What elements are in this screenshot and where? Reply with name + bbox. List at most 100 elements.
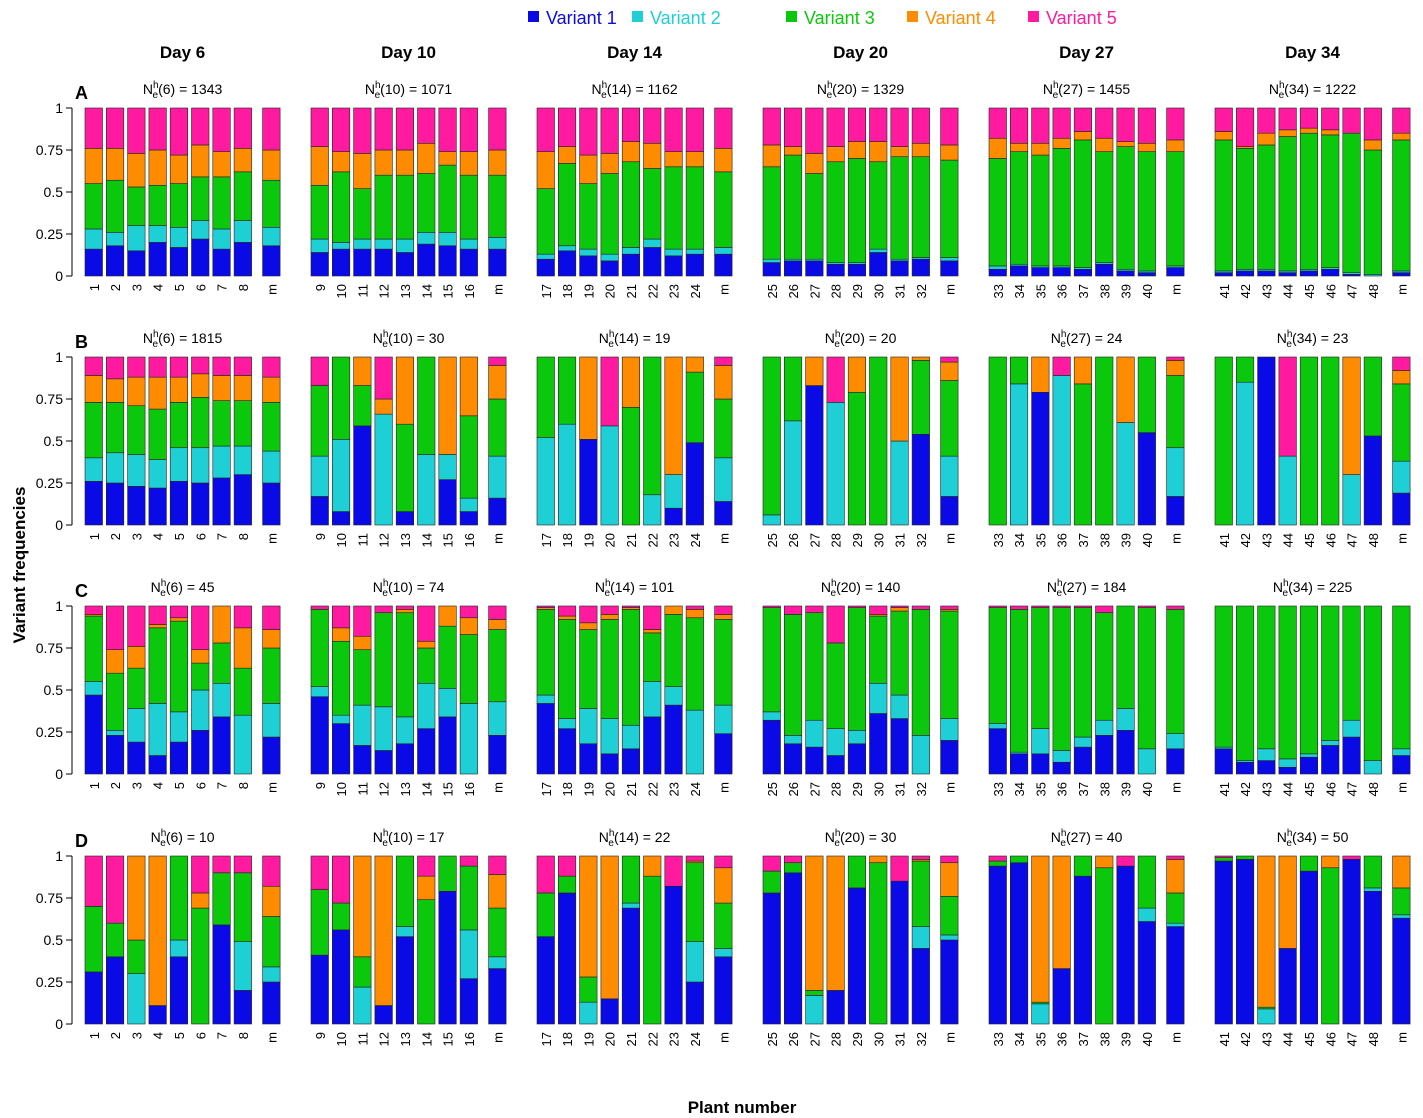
bar-B-plant29-variant4 <box>847 356 867 393</box>
bar-D-plant38-variant4 <box>1095 855 1114 869</box>
bar-A-plant11-variant3 <box>353 188 372 240</box>
bar-C-plant33-variant5 <box>988 605 1007 608</box>
x-tick-label-C-mean-day34: m <box>1394 782 1409 793</box>
bar-D-plant6-variant4 <box>191 892 210 909</box>
x-tick-label-B-plant24: 24 <box>688 533 703 547</box>
bar-D-plant32-variant2 <box>911 926 930 949</box>
bar-B-plant7-variant4 <box>212 375 231 401</box>
bar-C-mean-day14-variant3 <box>714 619 733 706</box>
bar-D-plant12-variant4 <box>374 855 393 1006</box>
bar-D-plant48-variant1 <box>1363 890 1382 1025</box>
bar-A-plant45-variant5 <box>1299 107 1318 129</box>
bar-D-mean-day10-variant4 <box>488 874 507 909</box>
x-tick-label-D-plant17: 17 <box>539 1032 554 1046</box>
bar-A-plant37-variant1 <box>1073 268 1092 277</box>
bar-C-plant5-variant1 <box>169 741 188 775</box>
bar-C-plant34-variant5 <box>1009 605 1029 610</box>
x-tick-label-A-plant17: 17 <box>539 284 554 298</box>
bar-C-plant34-variant3 <box>1009 609 1029 753</box>
bar-C-plant41-variant3 <box>1214 605 1233 748</box>
bar-D-plant39-variant5 <box>1116 855 1135 867</box>
bar-B-plant3-variant2 <box>127 454 146 487</box>
bar-C-mean-day27-variant1 <box>1166 748 1185 775</box>
bar-C-plant23-variant1 <box>664 704 683 775</box>
x-tick-label-C-plant12: 12 <box>377 782 392 796</box>
bar-A-plant41-variant3 <box>1214 139 1233 272</box>
bar-B-plant21-variant3 <box>621 407 641 526</box>
bar-B-plant1-variant4 <box>84 375 103 403</box>
bar-C-mean-day34-variant1 <box>1392 755 1411 775</box>
x-tick-label-B-plant8: 8 <box>236 533 251 540</box>
bar-D-plant19-variant2 <box>579 1001 598 1025</box>
bar-A-plant16-variant4 <box>459 151 478 176</box>
ne-label-D-34: Nh e(34) = 50 <box>1277 828 1349 849</box>
bar-C-plant39-variant3 <box>1116 605 1135 709</box>
bar-D-mean-day14-variant2 <box>714 948 733 958</box>
bar-C-plant47-variant1 <box>1342 736 1361 775</box>
bar-A-plant48-variant5 <box>1363 107 1382 141</box>
bar-D-plant46-variant4 <box>1321 855 1340 869</box>
x-tick-label-A-plant16: 16 <box>462 284 477 298</box>
bar-C-plant46-variant3 <box>1321 605 1340 741</box>
x-tick-label-A-plant34: 34 <box>1012 284 1027 298</box>
legend-swatch-1 <box>528 11 539 22</box>
x-tick-label-C-plant18: 18 <box>560 782 575 796</box>
x-tick-label-C-plant3: 3 <box>129 782 144 789</box>
bar-A-plant3-variant4 <box>127 153 146 188</box>
x-tick-label-D-plant11: 11 <box>355 1032 370 1046</box>
x-tick-label-B-plant14: 14 <box>419 533 434 547</box>
bar-B-plant2-variant1 <box>106 482 125 526</box>
bar-B-plant6-variant1 <box>191 482 210 526</box>
bar-D-plant20-variant1 <box>600 998 619 1025</box>
bar-A-plant21-variant1 <box>621 253 641 277</box>
bar-B-plant40-variant3 <box>1137 356 1156 433</box>
x-tick-label-D-plant5: 5 <box>172 1032 187 1039</box>
bar-A-plant29-variant4 <box>847 141 867 159</box>
bar-B-plant3-variant5 <box>127 356 146 378</box>
bar-B-plant10-variant3 <box>331 356 351 440</box>
bar-D-plant24-variant1 <box>685 981 704 1025</box>
x-tick-label-D-plant4: 4 <box>151 1032 166 1039</box>
bar-A-plant30-variant3 <box>869 161 888 250</box>
y-tick-label-A-0: 0 <box>55 268 63 284</box>
x-tick-label-D-mean-day6: m <box>264 1032 279 1043</box>
x-tick-label-C-plant34: 34 <box>1012 782 1027 796</box>
bar-B-plant11-variant1 <box>353 425 372 526</box>
bar-A-plant7-variant1 <box>212 248 231 277</box>
bar-C-mean-day27-variant2 <box>1166 733 1185 750</box>
y-tick-label-D-2: 0.5 <box>44 932 64 948</box>
bar-C-plant36-variant1 <box>1052 761 1071 775</box>
bar-D-plant26-variant1 <box>783 872 803 1025</box>
bar-C-plant33-variant3 <box>988 607 1007 724</box>
bar-D-mean-day10-variant3 <box>488 907 507 958</box>
x-tick-label-A-plant11: 11 <box>355 284 370 298</box>
bar-A-plant23-variant1 <box>664 255 683 277</box>
bar-C-plant4-variant2 <box>148 703 167 756</box>
bar-B-plant11-variant3 <box>353 385 372 427</box>
bar-A-plant20-variant2 <box>600 253 619 262</box>
x-tick-label-D-mean-day20: m <box>942 1032 957 1043</box>
bar-D-plant17-variant1 <box>536 936 555 1025</box>
bar-D-plant18-variant3 <box>557 875 577 894</box>
bar-B-plant36-variant5 <box>1052 356 1071 376</box>
bar-A-plant13-variant3 <box>395 174 415 240</box>
bar-D-plant41-variant1 <box>1214 860 1233 1025</box>
y-tick-label-B-1: 0.25 <box>36 475 63 491</box>
x-tick-label-D-plant23: 23 <box>667 1032 682 1046</box>
bar-C-plant17-variant5 <box>536 605 555 608</box>
bar-A-plant15-variant4 <box>438 151 457 166</box>
bar-D-plant9-variant5 <box>310 855 329 890</box>
x-tick-label-D-plant33: 33 <box>991 1032 1006 1046</box>
bar-A-plant29-variant3 <box>847 158 867 263</box>
bar-C-plant12-variant5 <box>374 605 393 614</box>
bar-C-plant46-variant2 <box>1321 740 1340 746</box>
bar-A-plant30-variant4 <box>869 141 888 163</box>
bar-B-plant8-variant3 <box>233 400 252 447</box>
bar-C-plant11-variant1 <box>353 745 372 775</box>
bar-C-plant22-variant1 <box>643 716 662 775</box>
bar-D-mean-day6-variant4 <box>262 885 281 917</box>
x-tick-label-D-plant8: 8 <box>236 1032 251 1039</box>
bar-B-plant22-variant2 <box>643 494 662 526</box>
bar-C-plant29-variant1 <box>847 743 867 775</box>
bar-A-plant6-variant2 <box>191 220 210 240</box>
